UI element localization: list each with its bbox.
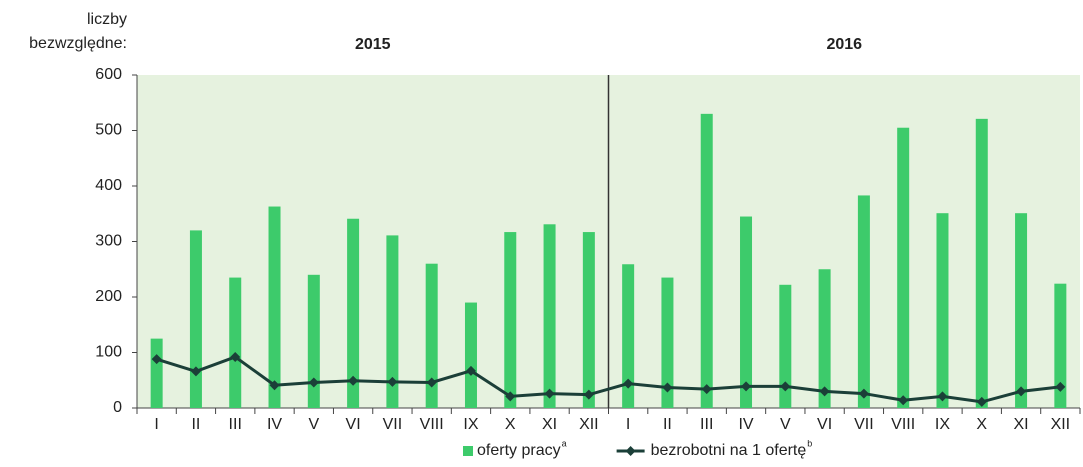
bar: [1015, 213, 1028, 408]
bar: [504, 232, 517, 408]
legend-marker: [625, 446, 636, 456]
bar: [307, 274, 320, 408]
x-tick-label: VII: [383, 416, 403, 433]
marker: [426, 377, 437, 388]
marker: [662, 382, 673, 393]
x-tick-label: VIII: [891, 416, 915, 433]
x-tick-label: XII: [579, 416, 599, 433]
legend-swatch: [463, 446, 473, 456]
marker: [151, 354, 162, 365]
bar: [582, 232, 595, 408]
y-axis-label: liczby bezwzględne:: [29, 11, 127, 52]
group-label: 2015: [355, 36, 391, 53]
x-tick-label: I: [154, 416, 158, 433]
x-tick-label: VII: [854, 416, 874, 433]
bar: [740, 216, 753, 408]
x-tick-label: X: [505, 416, 516, 433]
x-tick-label: VI: [346, 416, 361, 433]
bar: [1054, 283, 1067, 408]
x-tick-label: X: [976, 416, 987, 433]
x-tick-label: III: [229, 416, 242, 433]
marker: [544, 388, 555, 399]
x-tick-label: XII: [1051, 416, 1071, 433]
bar: [622, 264, 635, 408]
marker: [387, 376, 398, 387]
marker: [623, 378, 634, 389]
x-tick-label: IX: [463, 416, 478, 433]
y-tick-label: 0: [113, 399, 122, 416]
marker: [937, 391, 948, 402]
marker: [898, 395, 909, 406]
x-tick-label: I: [626, 416, 630, 433]
x-tick-label: VIII: [420, 416, 444, 433]
bar: [700, 113, 713, 408]
x-tick-label: IX: [935, 416, 950, 433]
marker: [190, 366, 201, 377]
bar: [661, 277, 674, 408]
legend-label: oferty pracy: [477, 442, 561, 459]
bar: [386, 235, 399, 408]
y-tick-label: 400: [95, 177, 122, 194]
marker: [269, 380, 280, 391]
x-tick-label: XI: [542, 416, 557, 433]
marker: [505, 391, 516, 402]
marker: [780, 381, 791, 392]
y-tick-label: 300: [95, 233, 122, 250]
bar: [779, 284, 792, 408]
x-tick-label: II: [191, 416, 200, 433]
marker: [858, 388, 869, 399]
bar: [229, 277, 242, 408]
bar: [268, 206, 281, 408]
x-tick-label: V: [780, 416, 791, 433]
bar: [857, 195, 870, 408]
marker: [465, 365, 476, 376]
marker: [1055, 381, 1066, 392]
marker: [1016, 386, 1027, 397]
marker: [308, 377, 319, 388]
x-tick-label: XI: [1014, 416, 1029, 433]
marker: [819, 386, 830, 397]
group-label: 2016: [826, 36, 862, 53]
legend-note: a: [562, 438, 567, 448]
bar: [975, 118, 988, 408]
legend-note: b: [807, 438, 812, 448]
bar: [936, 213, 949, 408]
y-tick-label: 200: [95, 288, 122, 305]
bar: [189, 230, 202, 408]
legend-label: bezrobotni na 1 ofertę: [651, 442, 807, 459]
bar: [543, 224, 556, 408]
x-tick-label: V: [308, 416, 319, 433]
x-tick-label: VI: [817, 416, 832, 433]
bar: [464, 302, 477, 408]
marker: [741, 381, 752, 392]
y-tick-label: 500: [95, 122, 122, 139]
x-tick-label: IV: [738, 416, 753, 433]
y-tick-label: 100: [95, 344, 122, 361]
bar: [818, 269, 831, 408]
marker: [348, 375, 359, 386]
x-tick-label: III: [700, 416, 713, 433]
x-tick-label: IV: [267, 416, 282, 433]
line: [156, 355, 1061, 404]
marker: [701, 384, 712, 395]
marker: [976, 396, 987, 407]
bar: [897, 127, 910, 408]
marker: [230, 351, 241, 362]
bar: [425, 263, 438, 408]
bar: [347, 218, 360, 408]
marker: [583, 389, 594, 400]
bar: [150, 338, 163, 408]
x-tick-label: II: [663, 416, 672, 433]
y-tick-label: 600: [95, 66, 122, 83]
